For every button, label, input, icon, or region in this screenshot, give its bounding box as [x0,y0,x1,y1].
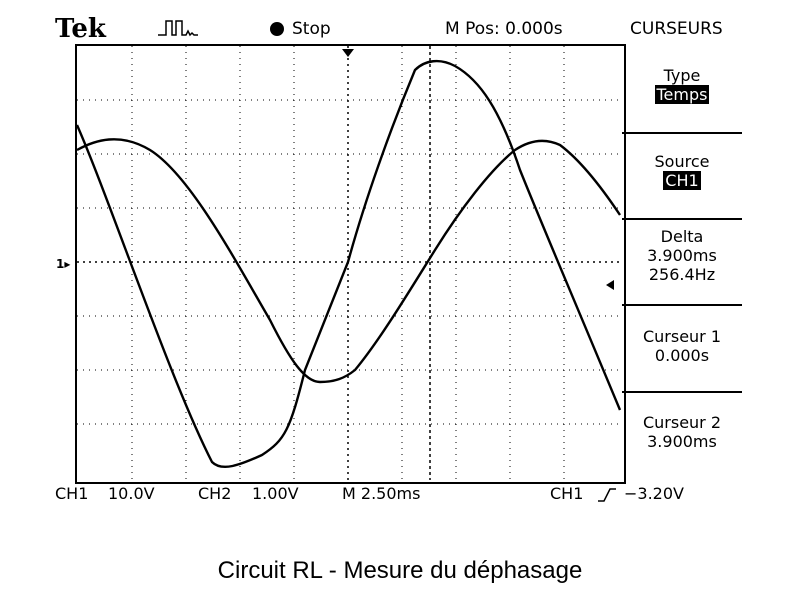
figure-caption: Circuit RL - Mesure du déphasage [217,557,583,584]
acquisition-status: Stop [292,19,331,39]
top-status-bar: Tek Stop M Pos: 0.000s CURSEURS [0,0,800,48]
menu-cursor2-label: Curseur 2 [642,413,722,432]
ch2-scale: 1.00V [252,484,299,503]
timebase-readout: M 2.50ms [342,484,421,503]
ch1-scale: 10.0V [108,484,155,503]
ch1-label: CH1 [55,484,89,503]
trigger-level-marker [606,280,614,290]
trigger-position-marker [342,49,354,57]
menu-cursor1-button[interactable]: Curseur 1 0.000s [622,327,742,365]
menu-type-label: Type [663,66,701,85]
menu-source-button[interactable]: Source CH1 [622,152,742,190]
menu-delta-label: Delta [660,227,704,246]
ch2-label: CH2 [198,484,232,503]
menu-delta-readout: Delta 3.900ms 256.4Hz [622,227,742,284]
menu-title: CURSEURS [630,19,723,39]
graticule-grid [77,46,620,480]
horizontal-position-readout: M Pos: 0.000s [445,19,563,39]
brand-logo: Tek [55,14,106,44]
oscilloscope-screen-frame [75,44,626,484]
delta-frequency-value: 256.4Hz [648,265,716,284]
acquisition-pulse-icon [158,20,198,37]
trigger-channel: CH1 [550,484,584,503]
menu-divider [622,304,742,306]
menu-type-button[interactable]: Type Temps [622,66,742,104]
ch1-waveform [75,59,622,469]
cursor2-value: 3.900ms [647,432,717,451]
cursor1-value: 0.000s [654,346,710,365]
side-menu: Type Temps Source CH1 Delta 3.900ms 256.… [622,44,742,480]
menu-divider [622,132,742,134]
trigger-level: −3.20V [624,484,684,503]
menu-type-value: Temps [654,85,710,104]
ch2-waveform [76,138,621,384]
menu-divider [622,218,742,220]
menu-cursor1-label: Curseur 1 [642,327,722,346]
ground-level-marker: 1▸ [56,257,70,271]
menu-source-label: Source [654,152,710,171]
rising-edge-icon [598,488,616,502]
delta-time-value: 3.900ms [647,246,717,265]
menu-divider [622,391,742,393]
run-stop-icon [270,22,284,36]
menu-cursor2-button[interactable]: Curseur 2 3.900ms [622,413,742,451]
menu-source-value: CH1 [663,171,701,190]
